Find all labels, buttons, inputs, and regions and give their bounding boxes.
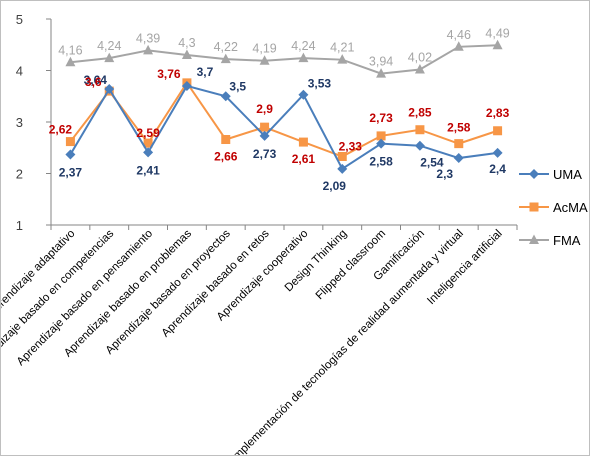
acma-point <box>337 152 347 162</box>
legend-label: FMA <box>553 233 581 248</box>
uma-point <box>181 80 192 91</box>
y-tick-label: 1 <box>16 218 23 233</box>
series-uma <box>65 80 503 174</box>
fma-data-label: 4,46 <box>447 28 471 42</box>
uma-point <box>337 163 348 174</box>
acma-point <box>143 138 153 148</box>
x-category-label: Flipped classroom <box>314 228 388 302</box>
fma-data-label: 4,24 <box>97 39 121 53</box>
acma-data-label: 3,76 <box>157 67 181 81</box>
series-acma <box>65 78 503 162</box>
uma-data-label: 2,09 <box>323 179 347 193</box>
fma-point <box>529 234 539 244</box>
series-fma-line <box>70 44 498 75</box>
data-labels: 2,373,642,413,73,52,733,532,092,58 2,542,… <box>49 26 510 193</box>
legend-item-uma: UMA <box>519 167 582 182</box>
acma-data-label: 2,33 <box>339 140 363 154</box>
uma-point <box>143 147 154 158</box>
uma-data-label: 2,58 <box>369 155 393 169</box>
x-category-label: Aprendizaje basado en pensamiento <box>15 228 156 369</box>
legend-label: UMA <box>553 167 582 182</box>
acma-data-label: 2,9 <box>256 102 273 116</box>
uma-point <box>376 138 387 149</box>
uma-point <box>65 149 76 160</box>
uma-point <box>414 140 425 151</box>
uma-data-label: 3,64 <box>84 73 108 87</box>
acma-data-label: 2,83 <box>486 106 510 120</box>
acma-point <box>415 125 425 135</box>
series-acma-line <box>69 81 498 158</box>
fma-data-label: 4,19 <box>252 42 276 56</box>
uma-point <box>492 147 503 158</box>
fma-point <box>259 55 270 65</box>
y-tick-label: 4 <box>16 64 23 79</box>
uma-point <box>453 153 464 164</box>
acma-data-label: 2,58 <box>447 121 471 135</box>
uma-data-label: 2,37 <box>59 165 83 179</box>
y-tick-label: 3 <box>16 115 23 130</box>
fma-data-label: 4,02 <box>408 50 432 64</box>
fma-data-label: 4,24 <box>291 39 315 53</box>
fma-point <box>181 49 192 60</box>
legend-label: AcMA <box>553 200 588 215</box>
acma-data-label: 2,62 <box>49 123 73 137</box>
acma-data-label: 2,85 <box>408 106 432 120</box>
fma-point <box>220 53 231 64</box>
acma-point <box>376 131 386 141</box>
fma-data-label: 4,49 <box>485 26 509 40</box>
acma-point <box>529 202 539 212</box>
uma-point <box>220 91 231 102</box>
acma-data-label: 2,73 <box>369 111 393 125</box>
uma-data-label: 2,3 <box>436 167 453 181</box>
uma-data-label: 3,53 <box>308 77 332 91</box>
acma-data-label: 2,61 <box>292 152 316 166</box>
fma-point <box>143 44 154 55</box>
y-tick-label: 5 <box>16 12 23 27</box>
uma-data-label: 2,73 <box>253 147 277 161</box>
y-tick-label: 2 <box>16 167 23 182</box>
uma-data-label: 2,54 <box>420 156 444 170</box>
uma-data-label: 2,41 <box>136 163 160 177</box>
acma-data-label: 3,6 <box>85 75 102 89</box>
fma-point <box>337 54 348 64</box>
fma-point <box>298 52 309 63</box>
fma-point <box>492 39 503 50</box>
uma-point <box>104 84 115 95</box>
uma-data-label: 2,4 <box>489 162 506 176</box>
fma-data-label: 4,21 <box>330 41 354 55</box>
series-uma-line <box>69 84 498 171</box>
acma-point <box>454 139 464 149</box>
fma-point <box>104 52 115 63</box>
acma-point <box>221 135 231 145</box>
acma-data-label: 2,66 <box>214 150 238 164</box>
fma-data-label: 4,22 <box>214 40 238 54</box>
fma-data-label: 3,94 <box>369 55 393 69</box>
acma-point <box>260 122 270 132</box>
x-category-label: Inteligencia artificial <box>425 228 504 307</box>
uma-data-label: 3,7 <box>197 65 214 79</box>
fma-data-label: 4,3 <box>178 36 195 50</box>
uma-point <box>529 169 539 179</box>
acma-data-label: 2,59 <box>136 126 160 140</box>
uma-point <box>298 89 309 100</box>
legend: UMA AcMA FMA <box>519 167 588 248</box>
fma-point <box>414 63 425 74</box>
legend-item-acma: AcMA <box>519 200 588 215</box>
fma-data-label: 4,39 <box>136 31 160 45</box>
acma-point <box>65 137 75 147</box>
fma-data-label: 4,16 <box>58 43 82 57</box>
uma-point <box>259 130 270 141</box>
series-lines <box>65 39 503 174</box>
fma-point <box>65 56 76 67</box>
acma-point <box>493 126 503 136</box>
fma-point <box>376 68 387 78</box>
legend-item-fma: FMA <box>519 233 581 248</box>
fma-point <box>453 41 464 51</box>
acma-point <box>298 137 308 147</box>
series-fma <box>65 39 503 78</box>
uma-data-label: 3,5 <box>229 79 246 93</box>
